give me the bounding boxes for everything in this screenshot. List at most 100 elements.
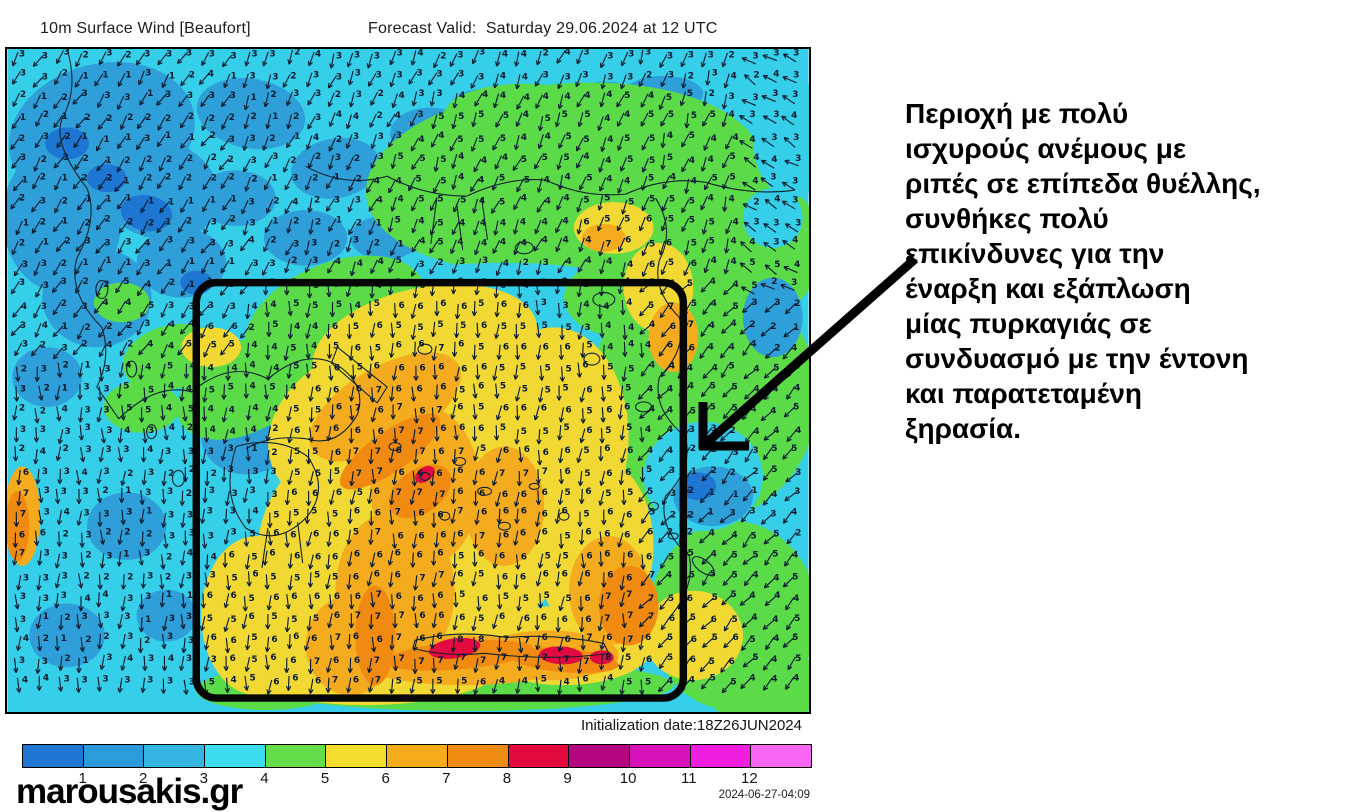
- wind-barb-arrow: [785, 472, 798, 483]
- wind-barb-arrow: [490, 200, 500, 214]
- wind-barb-number: 3: [144, 49, 150, 59]
- wind-barb-number: 2: [85, 635, 91, 645]
- wind-barb-arrow: [740, 241, 752, 253]
- wind-barb-arrow: [431, 114, 438, 130]
- wind-barb-number: 6: [645, 633, 651, 643]
- wind-barb-number: 2: [145, 113, 151, 123]
- wind-barb-number: 4: [749, 674, 755, 684]
- wind-barb-number: 6: [207, 591, 213, 601]
- initialization-date-label: Initialization date:18Z26JUN2024: [581, 717, 802, 734]
- wind-barb-number: 6: [479, 468, 485, 478]
- wind-barb-number: 1: [125, 70, 131, 80]
- wind-barb-arrow: [453, 654, 459, 670]
- wind-barb-arrow: [120, 596, 126, 612]
- wind-barb-number: 6: [481, 321, 487, 331]
- wind-barb-arrow: [304, 258, 313, 273]
- wind-barb-arrow: [433, 53, 441, 69]
- wind-barb-arrow: [157, 116, 166, 131]
- wind-barb-number: 7: [627, 635, 633, 645]
- wind-barb-arrow: [725, 219, 733, 235]
- wind-barb-arrow: [135, 241, 147, 254]
- wind-barb-arrow: [388, 179, 396, 194]
- wind-barb-number: 4: [168, 654, 174, 664]
- wind-barb-arrow: [640, 112, 649, 127]
- wind-barb-arrow: [451, 114, 458, 130]
- wind-barb-number: 5: [690, 406, 696, 416]
- wind-barb-arrow: [535, 489, 542, 506]
- wind-barb-arrow: [371, 429, 378, 445]
- wind-barb-arrow: [223, 508, 229, 524]
- wind-barb-number: 4: [542, 217, 548, 227]
- wind-barb-number: 2: [440, 51, 446, 61]
- wind-barb-number: 3: [436, 89, 442, 99]
- wind-barb-number: 4: [521, 194, 527, 204]
- wind-barb-number: 5: [251, 655, 257, 665]
- wind-barb-arrow: [204, 572, 210, 588]
- wind-barb-arrow: [742, 471, 756, 482]
- wind-barb-number: 6: [604, 444, 610, 454]
- wind-barb-number: 5: [543, 427, 549, 437]
- wind-barb-number: 2: [82, 154, 88, 164]
- wind-barb-number: 5: [294, 468, 300, 478]
- wind-barb-arrow: [56, 531, 63, 547]
- wind-barb-arrow: [267, 530, 273, 546]
- wind-barb-number: 1: [23, 218, 29, 228]
- wind-barb-number: 7: [19, 548, 25, 558]
- wind-barb-arrow: [412, 341, 418, 357]
- wind-barb-arrow: [495, 448, 503, 464]
- wind-barb-number: 3: [752, 446, 758, 456]
- wind-barb-arrow: [781, 115, 795, 126]
- wind-barb-arrow: [621, 613, 627, 629]
- wind-barb-number: 6: [273, 678, 279, 688]
- wind-barb-number: 6: [521, 507, 527, 517]
- wind-barb-number: 2: [43, 110, 49, 120]
- wind-barb-arrow: [576, 49, 584, 65]
- wind-barb-number: 6: [334, 592, 340, 602]
- wind-barb-arrow: [699, 491, 711, 504]
- colorbar-segment: [265, 745, 327, 767]
- wind-barb-arrow: [513, 323, 520, 340]
- wind-barb-number: 5: [710, 674, 716, 684]
- wind-barb-number: 4: [729, 195, 735, 205]
- wind-barb-number: 1: [148, 197, 154, 207]
- wind-barb-number: 3: [209, 49, 215, 59]
- wind-barb-number: 5: [211, 341, 217, 351]
- wind-barb-number: 3: [210, 570, 216, 580]
- wind-barb-number: 3: [228, 239, 234, 249]
- wind-barb-number: 6: [399, 364, 405, 374]
- wind-barb-number: 3: [795, 218, 801, 228]
- wind-barb-number: 5: [647, 487, 653, 497]
- wind-barb-number: 5: [688, 548, 694, 558]
- wind-barb-arrow: [180, 322, 191, 335]
- wind-barb-number: 6: [586, 385, 592, 395]
- wind-barb-number: 6: [729, 657, 735, 667]
- wind-barb-arrow: [699, 532, 712, 544]
- wind-barb-number: 3: [127, 594, 133, 604]
- wind-barb-number: 4: [545, 132, 551, 142]
- wind-barb-number: 6: [543, 448, 549, 458]
- wind-barb-number: 7: [627, 611, 633, 621]
- wind-barb-number: 3: [583, 49, 589, 57]
- wind-barb-arrow: [496, 594, 503, 610]
- wind-barb-arrow: [266, 365, 273, 381]
- wind-barb-number: 5: [436, 677, 442, 687]
- wind-barb-arrow: [618, 385, 624, 401]
- wind-barb-number: 3: [42, 72, 48, 82]
- wind-barb-arrow: [34, 240, 44, 254]
- wind-barb-arrow: [559, 366, 565, 382]
- wind-barb-number: 1: [22, 176, 28, 186]
- wind-barb-number: 6: [399, 301, 405, 311]
- wind-barb-number: 1: [165, 217, 171, 227]
- wind-barb-number: 5: [478, 614, 484, 624]
- wind-barb-arrow: [56, 509, 63, 525]
- wind-barb-arrow: [618, 469, 624, 486]
- beaufort-region: [120, 194, 173, 232]
- wind-barb-number: 6: [273, 529, 279, 539]
- colorbar-segment: [569, 745, 630, 767]
- wind-barb-arrow: [390, 404, 396, 420]
- wind-barb-number: 2: [106, 174, 112, 184]
- wind-barb-arrow: [657, 409, 670, 421]
- wind-barb-number: 3: [792, 177, 798, 187]
- wind-barb-number: 4: [670, 173, 676, 183]
- wind-barb-arrow: [156, 220, 167, 234]
